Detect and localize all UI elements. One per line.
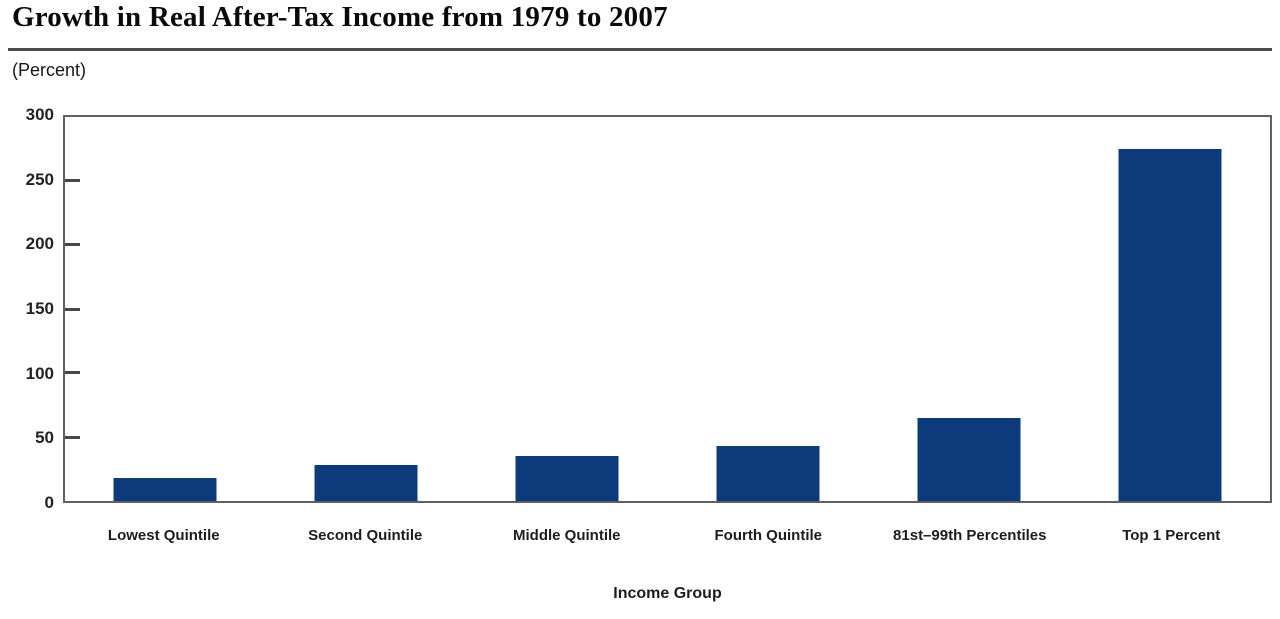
y-axis-unit-label: (Percent) (12, 60, 87, 80)
y-tick-mark-50 (65, 435, 80, 439)
y-tick-label-300: 300 (25, 105, 54, 124)
x-tick-label-81st-99th-percentiles: 81st–99th Percentiles (893, 527, 1047, 544)
y-axis-tick-labels: 0 50 100 150 200 250 300 (0, 105, 54, 512)
bar-second-quintile (314, 465, 418, 501)
y-tick-label-250: 250 (25, 169, 54, 189)
bar-fourth-quintile (716, 445, 820, 501)
y-tick-mark-200 (65, 243, 80, 247)
x-axis-category-labels: Lowest Quintile Second Quintile Middle Qui… (63, 527, 1272, 551)
x-tick-label-lowest-quintile: Lowest Quintile (107, 527, 220, 544)
y-tick-label-50: 50 (35, 428, 54, 448)
bar-lowest-quintile (113, 477, 217, 501)
y-tick-label-200: 200 (25, 234, 54, 254)
x-tick-label-top-1-percent: Top 1 Percent (1122, 527, 1221, 544)
bar-81st-99th-percentiles (917, 417, 1021, 501)
bar-top-1-percent (1118, 149, 1222, 501)
x-axis-title: Income Group (613, 585, 722, 602)
x-tick-label-fourth-quintile: Fourth Quintile (714, 527, 822, 544)
title-divider-rule (8, 48, 1272, 51)
y-tick-mark-150 (65, 307, 80, 311)
chart-title: Growth in Real After-Tax Income from 197… (12, 1, 668, 33)
x-tick-label-middle-quintile: Middle Quintile (513, 527, 621, 544)
plot-area (63, 115, 1272, 503)
y-tick-label-0: 0 (44, 493, 54, 512)
bar-middle-quintile (515, 456, 619, 501)
y-tick-mark-100 (65, 371, 80, 375)
y-tick-mark-250 (65, 179, 80, 183)
x-tick-label-second-quintile: Second Quintile (308, 527, 423, 544)
y-tick-label-100: 100 (25, 363, 54, 383)
y-tick-label-150: 150 (25, 299, 54, 318)
